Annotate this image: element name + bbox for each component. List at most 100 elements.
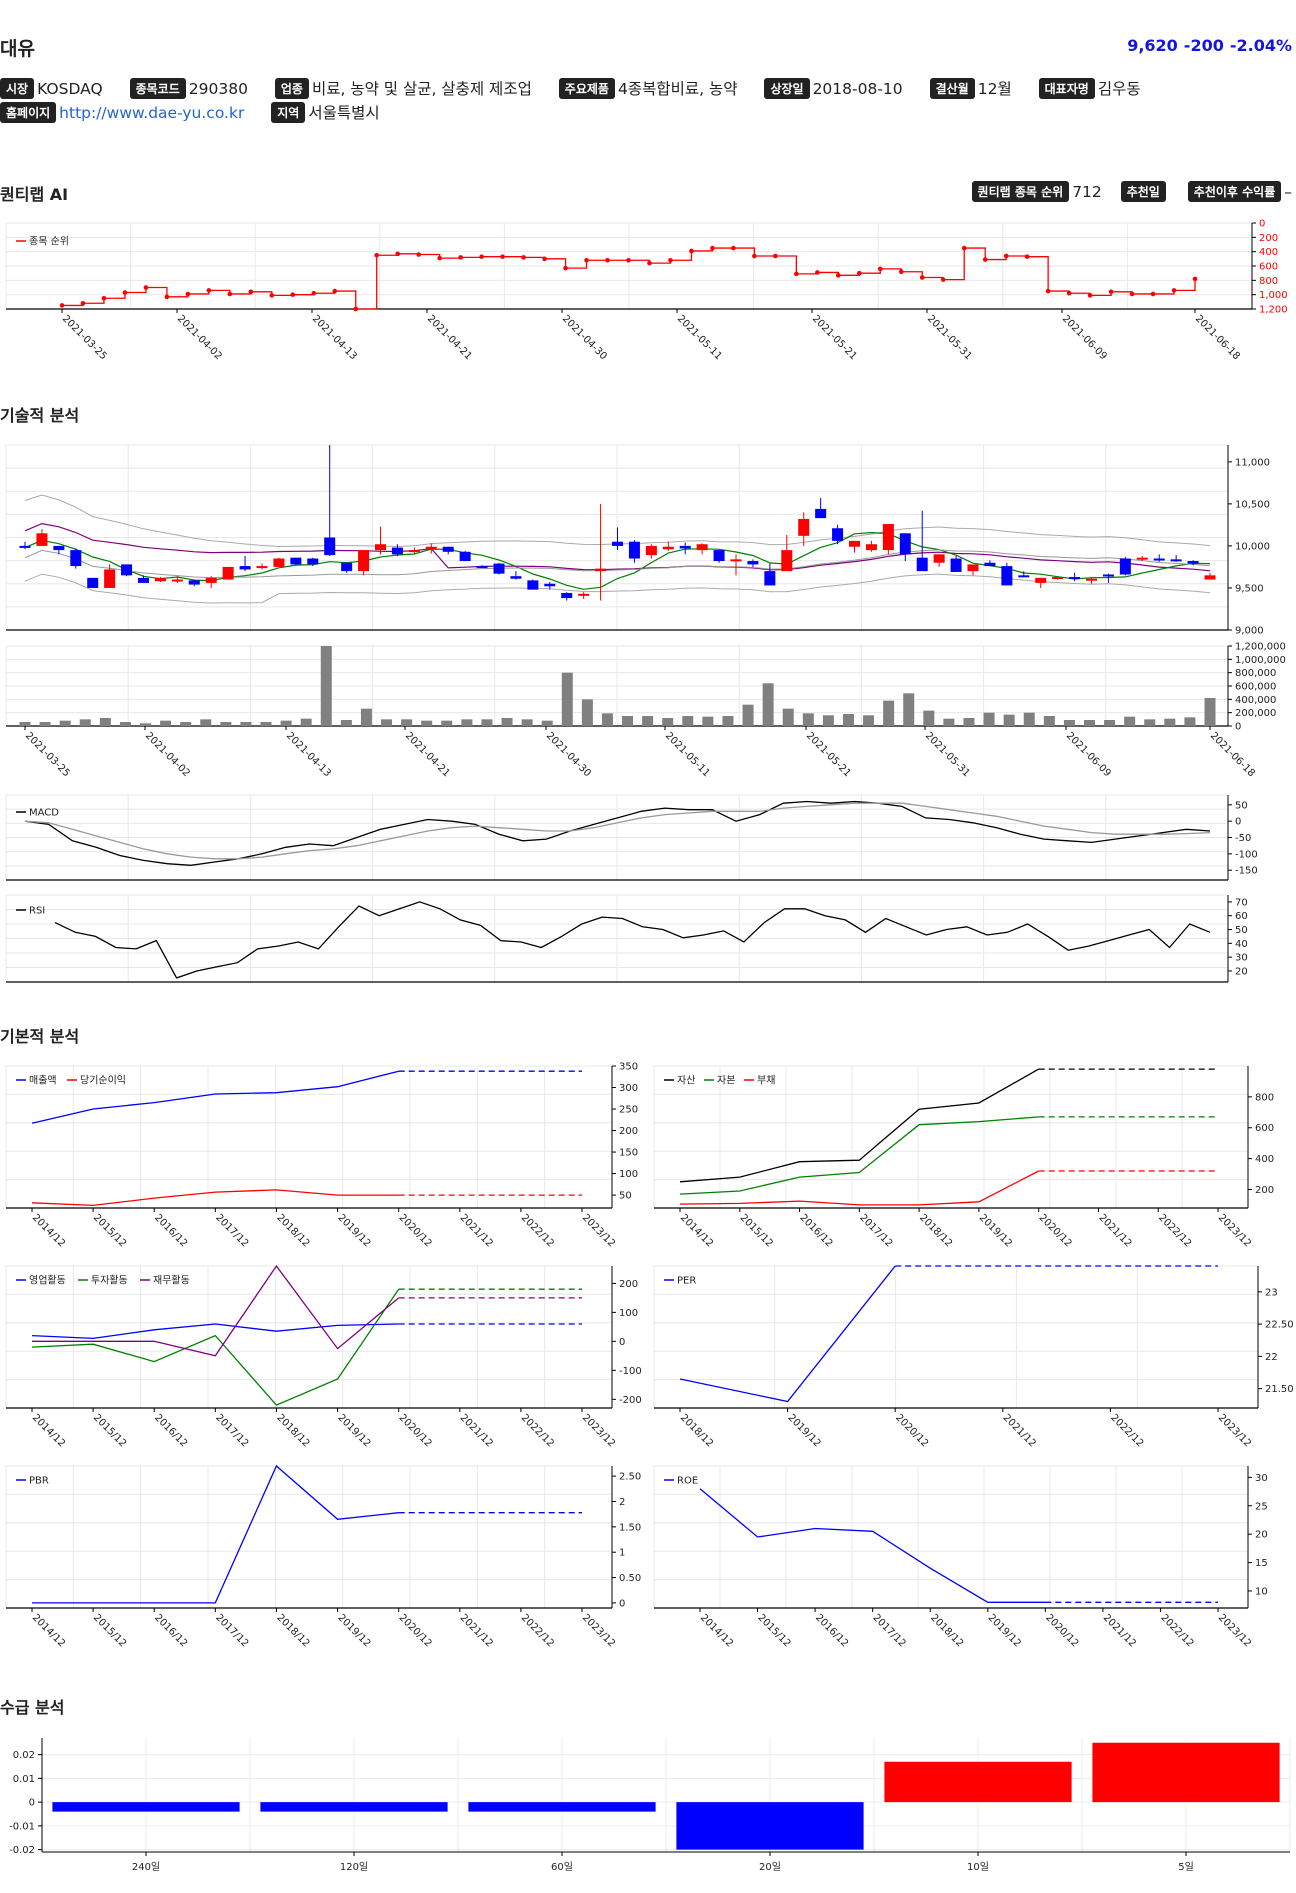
candle-body xyxy=(933,554,945,563)
volume-bar xyxy=(521,719,533,726)
y-tick-label: 40 xyxy=(1235,939,1248,950)
x-tick-label: 2022/12 xyxy=(519,1212,556,1249)
x-tick-label: 2016/12 xyxy=(152,1412,189,1449)
x-tick-label: 2020/12 xyxy=(397,1412,434,1449)
volume-bar xyxy=(662,718,674,726)
volume-bar xyxy=(1204,698,1216,726)
volume-bar xyxy=(461,719,473,726)
volume-bar xyxy=(1104,720,1116,726)
legend-label: 투자활동 xyxy=(91,1274,128,1287)
volume-bar xyxy=(280,720,292,726)
x-tick-label: 2020/12 xyxy=(397,1612,434,1649)
y-tick-label: 22.50 xyxy=(1265,1320,1294,1331)
rank-point xyxy=(815,270,820,275)
rank-point xyxy=(1087,293,1093,298)
candle-body xyxy=(1136,557,1148,560)
volume-bar xyxy=(39,722,51,726)
rank-point xyxy=(1129,291,1135,297)
x-tick-label: 2017/12 xyxy=(213,1612,250,1649)
x-tick-label: 2014/12 xyxy=(30,1212,67,1249)
roe-chart: 10 15 20 25 30 2014/12 2015/12 2016/12 2017/12 20… xyxy=(653,1465,1268,1649)
y-tick-label: 800,000 xyxy=(1235,668,1276,679)
code-label: 종목코드 xyxy=(129,78,186,99)
industry-value: 비료, 농약 및 살균, 살충제 제조업 xyxy=(311,80,532,98)
candle-body xyxy=(442,546,454,552)
y-tick-label: 0 xyxy=(29,1798,35,1809)
y-tick-label: 350 xyxy=(619,1062,638,1073)
rank-point xyxy=(143,285,149,290)
series-line xyxy=(31,1070,399,1124)
x-tick-label: 2021-04-02 xyxy=(175,313,224,362)
volume-bar xyxy=(541,720,553,726)
rank-point xyxy=(458,255,463,260)
y-tick-label: 200 xyxy=(1259,233,1278,244)
x-tick-label: 2020/12 xyxy=(1043,1612,1080,1649)
volume-bar xyxy=(762,683,774,726)
candle-body xyxy=(70,550,82,567)
y-tick-label: 400 xyxy=(1255,1154,1274,1165)
y-tick-label: 10,000 xyxy=(1235,541,1270,552)
candle-body xyxy=(239,566,251,570)
x-tick-label: 2021-04-13 xyxy=(284,730,333,779)
volume-bar xyxy=(1144,719,1156,726)
x-tick-label: 2021-06-18 xyxy=(1208,730,1257,779)
x-tick-label: 2022/12 xyxy=(1156,1212,1193,1249)
rank-point xyxy=(1024,254,1030,259)
x-tick-label: 2018/12 xyxy=(274,1212,311,1249)
series-line xyxy=(679,1265,896,1403)
y-tick-label: 50 xyxy=(1235,800,1248,811)
y-tick-label: 22 xyxy=(1265,1352,1278,1363)
y-tick-label: 23 xyxy=(1265,1287,1278,1298)
y-tick-label: 200 xyxy=(619,1279,638,1290)
x-tick-label: 2019/12 xyxy=(785,1412,822,1449)
rsi-line xyxy=(54,901,1211,979)
price-change-pct: -2.04% xyxy=(1229,36,1292,55)
volume-bar xyxy=(119,722,131,726)
volume-bar xyxy=(722,716,734,726)
volume-bar xyxy=(842,714,854,726)
y-tick-label: 0 xyxy=(1235,817,1241,828)
candle-body xyxy=(1119,558,1131,575)
volume-bar xyxy=(1063,720,1075,726)
x-tick-label: 2017/12 xyxy=(213,1212,250,1249)
volume-bar xyxy=(320,646,332,726)
rank-point xyxy=(584,257,589,263)
info-row-1: 시장 KOSDAQ 종목코드 290380 업종 비료, 농약 및 살균, 살충제 제… xyxy=(0,77,1141,99)
y-tick-label: 100 xyxy=(619,1169,638,1180)
legend-label: ROE xyxy=(677,1476,698,1487)
ma-short xyxy=(24,531,1211,590)
volume-bar xyxy=(441,720,453,726)
rank-point xyxy=(332,288,338,294)
supply-bar xyxy=(884,1761,1072,1803)
series-line xyxy=(31,1288,400,1406)
candle-body xyxy=(865,544,877,551)
series-line xyxy=(31,1323,399,1340)
x-tick-label: 60일 xyxy=(551,1861,573,1873)
y-tick-label: 15 xyxy=(1255,1558,1268,1569)
x-tick-label: 2021-05-31 xyxy=(923,730,972,779)
rank-point xyxy=(311,290,317,296)
x-tick-label: 2021-06-09 xyxy=(1060,313,1109,362)
volume-bar xyxy=(923,710,935,726)
fiscal-month-value: 12월 xyxy=(977,80,1012,98)
y-tick-label: 200 xyxy=(1255,1185,1274,1196)
x-tick-label: 2018/12 xyxy=(274,1612,311,1649)
candle-body xyxy=(730,559,742,562)
y-tick-label: 600 xyxy=(1259,262,1278,273)
volume-bar xyxy=(200,719,212,726)
rank-label: 퀀티랩 종목 순위 xyxy=(971,181,1070,202)
homepage-link[interactable]: http://www.dae-yu.co.kr xyxy=(59,104,245,122)
candle-body xyxy=(544,583,556,587)
y-tick-label: 30 xyxy=(1235,953,1248,964)
x-tick-label: 5일 xyxy=(1178,1861,1194,1873)
x-tick-label: 2020/12 xyxy=(893,1412,930,1449)
candle-body xyxy=(307,558,319,565)
volume-bar xyxy=(421,720,433,726)
x-tick-label: 2017/12 xyxy=(213,1412,250,1449)
x-tick-label: 2022/12 xyxy=(519,1412,556,1449)
rank-point xyxy=(626,257,631,263)
rank-point xyxy=(752,253,757,259)
x-tick-label: 2015/12 xyxy=(91,1412,128,1449)
bollinger-lower xyxy=(24,573,1211,604)
y-tick-label: -0.01 xyxy=(9,1821,35,1832)
